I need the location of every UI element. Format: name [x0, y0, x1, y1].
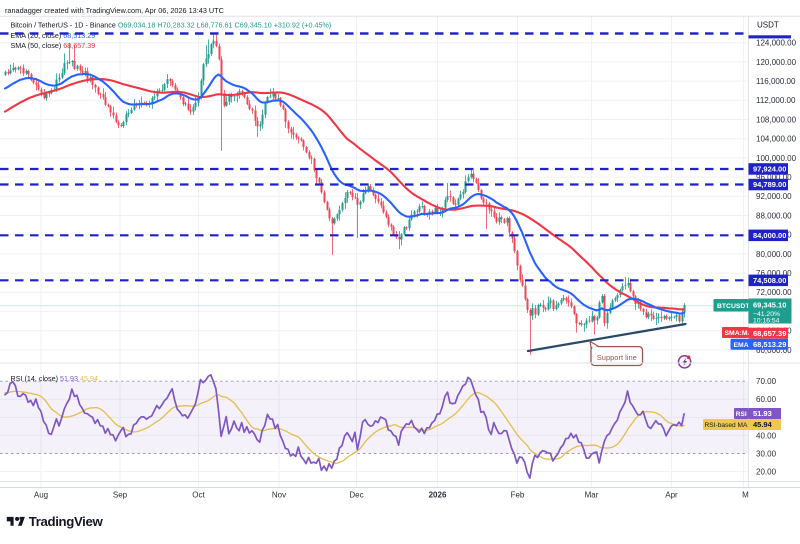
svg-text:68,657.39: 68,657.39 [753, 329, 786, 338]
svg-text:51.93: 51.93 [753, 409, 772, 418]
svg-text:70.00: 70.00 [756, 377, 777, 386]
svg-text:Aug: Aug [34, 491, 48, 500]
svg-text:Support line: Support line [597, 353, 637, 362]
svg-text:ranadagger created with Tradin: ranadagger created with TradingView.com,… [5, 6, 224, 15]
svg-text:Bitcoin / TetherUS - 1D - Bina: Bitcoin / TetherUS - 1D - Binance O69,03… [11, 21, 332, 30]
svg-text:Mar: Mar [585, 491, 599, 500]
svg-text:60,000.00: 60,000.00 [756, 346, 792, 355]
svg-text:RSI-based MA: RSI-based MA [705, 422, 748, 429]
svg-text:20.00: 20.00 [756, 468, 777, 477]
svg-text:100,000.00: 100,000.00 [756, 154, 797, 163]
svg-text:USDT: USDT [757, 21, 779, 30]
svg-text:EMA: EMA [734, 342, 749, 349]
svg-text:94,789.00: 94,789.00 [753, 180, 786, 189]
svg-text:40.00: 40.00 [756, 431, 777, 440]
svg-text:SMA:MA: SMA:MA [725, 330, 753, 337]
svg-text:80,000.00: 80,000.00 [756, 250, 792, 259]
svg-text:EMA (20, close) 68,513.29: EMA (20, close) 68,513.29 [11, 31, 96, 40]
svg-text:Dec: Dec [349, 491, 363, 500]
svg-text:116,000.00: 116,000.00 [756, 77, 796, 86]
svg-text:84,000.00: 84,000.00 [753, 231, 786, 240]
svg-text:104,000.00: 104,000.00 [756, 135, 797, 144]
svg-text:RSI (14, close) 51.93 45.94: RSI (14, close) 51.93 45.94 [11, 374, 99, 383]
svg-text:Oct: Oct [192, 491, 205, 500]
svg-text:TradingView: TradingView [29, 514, 104, 529]
svg-text:88,000.00: 88,000.00 [756, 211, 792, 220]
svg-text:45.94: 45.94 [753, 420, 773, 429]
svg-text:BTCUSDT: BTCUSDT [717, 303, 750, 310]
svg-text:−41.20%: −41.20% [753, 311, 780, 318]
svg-text:M: M [742, 491, 749, 500]
svg-text:RSI: RSI [736, 411, 747, 418]
svg-text:112,000.00: 112,000.00 [756, 96, 796, 105]
svg-text:92,000.00: 92,000.00 [756, 192, 792, 201]
svg-text:68,513.29: 68,513.29 [753, 340, 786, 349]
svg-text:72,000.00: 72,000.00 [756, 288, 792, 297]
svg-text:Nov: Nov [272, 491, 286, 500]
svg-text:10:16:54: 10:16:54 [753, 318, 780, 325]
svg-text:108,000.00: 108,000.00 [756, 115, 797, 124]
svg-text:76,000.00: 76,000.00 [756, 269, 792, 278]
svg-text:Sep: Sep [113, 491, 128, 500]
svg-text:74,508.00: 74,508.00 [753, 276, 786, 285]
svg-text:SMA (50, close) 68,657.39: SMA (50, close) 68,657.39 [11, 41, 96, 50]
svg-text:124,000.00: 124,000.00 [756, 39, 797, 48]
svg-text:60.00: 60.00 [756, 395, 777, 404]
svg-text:Apr: Apr [665, 491, 678, 500]
svg-text:120,000.00: 120,000.00 [756, 58, 797, 67]
svg-text:Feb: Feb [511, 491, 525, 500]
svg-text:97,924.00: 97,924.00 [753, 165, 786, 174]
svg-text:30.00: 30.00 [756, 449, 777, 458]
svg-text:69,345.10: 69,345.10 [753, 301, 786, 310]
svg-text:2026: 2026 [429, 491, 447, 500]
svg-text:96,000.00: 96,000.00 [756, 173, 792, 182]
